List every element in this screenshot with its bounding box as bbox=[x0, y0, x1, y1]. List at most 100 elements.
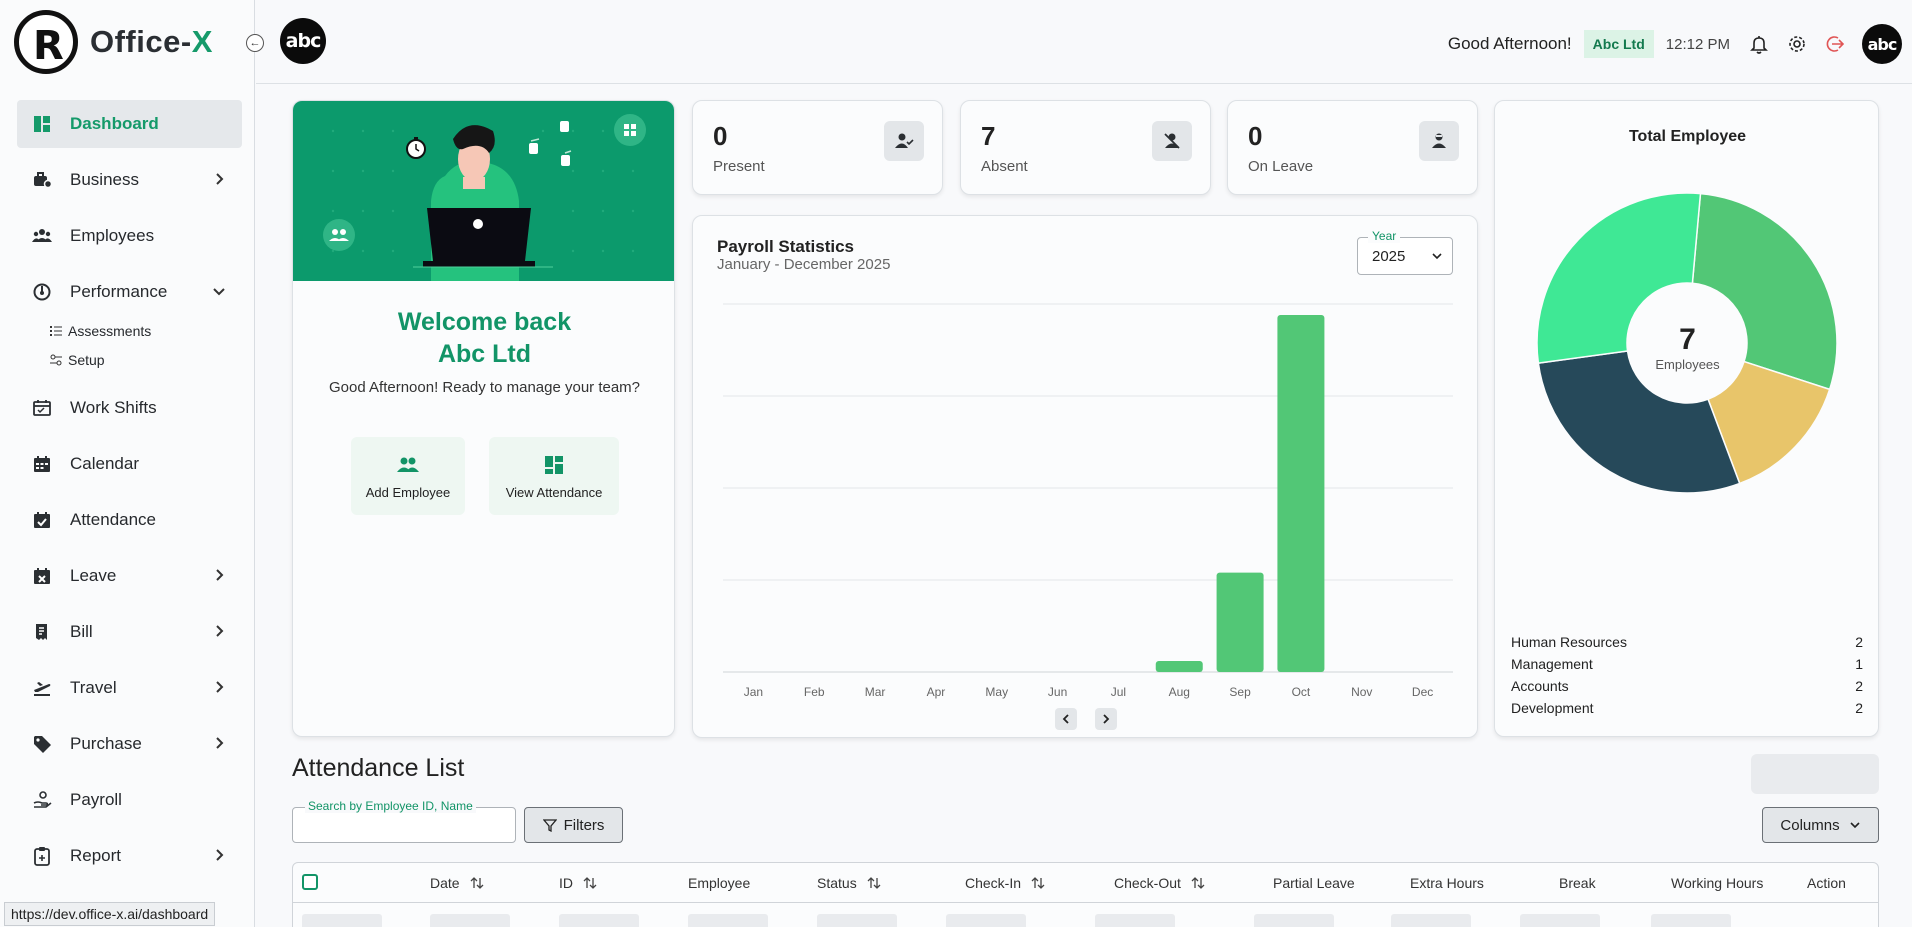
sidebar-item-attendance[interactable]: Attendance bbox=[17, 496, 242, 544]
search-label: Search by Employee ID, Name bbox=[305, 799, 476, 813]
column-header-working-hours[interactable]: Working Hours bbox=[1671, 875, 1763, 891]
sort-icon[interactable] bbox=[470, 876, 484, 890]
x-tick-label: Jul bbox=[1111, 685, 1126, 699]
sidebar-item-dashboard[interactable]: Dashboard bbox=[17, 100, 242, 148]
loading-placeholder bbox=[1391, 914, 1471, 927]
sort-icon[interactable] bbox=[1191, 876, 1205, 890]
sidebar-subitem-setup[interactable]: Setup bbox=[50, 345, 242, 374]
slice-human-resources[interactable] bbox=[1691, 192, 1838, 391]
sidebar-item-payroll[interactable]: Payroll bbox=[17, 776, 242, 824]
briefcase-icon bbox=[32, 170, 52, 190]
column-header-check-in[interactable]: Check-In bbox=[965, 875, 1045, 891]
gear-icon[interactable] bbox=[1786, 33, 1808, 55]
dashboard-icon bbox=[32, 114, 52, 134]
year-select[interactable]: Year 2025 bbox=[1357, 229, 1453, 275]
sidebar-item-employees[interactable]: Employees bbox=[17, 212, 242, 260]
columns-button[interactable]: Columns bbox=[1762, 807, 1879, 843]
filters-button[interactable]: Filters bbox=[524, 807, 623, 843]
sidebar-item-travel[interactable]: Travel bbox=[17, 664, 242, 712]
loading-placeholder bbox=[688, 914, 768, 927]
performance-submenu: Assessments Setup bbox=[17, 316, 242, 374]
column-header-date[interactable]: Date bbox=[430, 875, 484, 891]
sidebar-item-label: Calendar bbox=[70, 454, 139, 473]
company-badge: Abc Ltd bbox=[1583, 30, 1654, 58]
stat-label: Present bbox=[713, 158, 765, 175]
sidebar-item-bill[interactable]: Bill bbox=[17, 608, 242, 656]
brand-logo[interactable]: R Office-X bbox=[14, 10, 213, 74]
payroll-title: Payroll Statistics bbox=[717, 237, 855, 256]
department-legend: Human Resources 2 Management 1 Accounts 2 Deve… bbox=[1511, 631, 1863, 719]
view-attendance-label: View Attendance bbox=[505, 484, 603, 500]
payroll-subtitle: January - December 2025 bbox=[717, 256, 891, 273]
calendar-check-icon bbox=[32, 510, 52, 530]
column-header-partial-leave[interactable]: Partial Leave bbox=[1273, 875, 1355, 891]
sidebar: R Office-X Dashboard Business Employees … bbox=[0, 0, 255, 927]
x-tick-label: Feb bbox=[804, 685, 825, 699]
next-page-button[interactable] bbox=[1095, 708, 1117, 730]
header-label: Date bbox=[430, 875, 460, 891]
slice-accounts[interactable] bbox=[1537, 350, 1741, 494]
add-employee-button[interactable]: Add Employee bbox=[351, 437, 465, 515]
payroll-statistics-card: Payroll Statistics January - December 20… bbox=[692, 215, 1478, 738]
view-attendance-button[interactable]: View Attendance bbox=[489, 437, 619, 515]
sidebar-item-report[interactable]: Report bbox=[17, 832, 242, 880]
sidebar-subitem-assessments[interactable]: Assessments bbox=[50, 316, 242, 345]
plane-icon bbox=[32, 678, 52, 698]
x-tick-label: Sep bbox=[1229, 685, 1251, 699]
sort-icon[interactable] bbox=[867, 876, 881, 890]
bar-sep[interactable] bbox=[1216, 572, 1264, 672]
sidebar-item-label: Leave bbox=[70, 566, 117, 585]
stat-present: 0 Present bbox=[692, 100, 943, 195]
bell-icon[interactable] bbox=[1748, 33, 1770, 55]
brand-mark-icon: R bbox=[14, 10, 78, 74]
avatar[interactable]: abc bbox=[1862, 24, 1902, 64]
header-label: Extra Hours bbox=[1410, 875, 1484, 891]
attendance-table: Date ID Employee Status Check-In Check-O… bbox=[292, 862, 1879, 927]
sidebar-item-purchase[interactable]: Purchase bbox=[17, 720, 242, 768]
bar-oct[interactable] bbox=[1277, 315, 1325, 672]
sidebar-item-business[interactable]: Business bbox=[17, 156, 242, 204]
legend-item: Management 1 bbox=[1511, 653, 1863, 675]
column-header-break[interactable]: Break bbox=[1559, 875, 1596, 891]
column-header-status[interactable]: Status bbox=[817, 875, 881, 891]
sidebar-item-leave[interactable]: Leave bbox=[17, 552, 242, 600]
loading-placeholder bbox=[1095, 914, 1175, 927]
greeting-text: Good Afternoon! bbox=[1447, 34, 1572, 53]
loading-placeholder bbox=[302, 914, 382, 927]
sidebar-item-label: Attendance bbox=[70, 510, 157, 529]
sort-icon[interactable] bbox=[583, 876, 597, 890]
sort-icon[interactable] bbox=[1031, 876, 1045, 890]
legend-item: Accounts 2 bbox=[1511, 675, 1863, 697]
collapse-sidebar-button[interactable]: ← bbox=[246, 34, 264, 52]
search-field[interactable]: Search by Employee ID, Name bbox=[292, 799, 516, 843]
sidebar-item-work-shifts[interactable]: Work Shifts bbox=[17, 384, 242, 432]
sidebar-item-label: Travel bbox=[70, 678, 117, 697]
column-header-extra-hours[interactable]: Extra Hours bbox=[1410, 875, 1484, 891]
dashboard-icon bbox=[545, 455, 563, 474]
slice-management[interactable] bbox=[1707, 360, 1831, 485]
attendance-list-title: Attendance List bbox=[292, 754, 465, 782]
clock-text: 12:12 PM bbox=[1665, 35, 1730, 53]
sidebar-item-calendar[interactable]: Calendar bbox=[17, 440, 242, 488]
total-employee-title: Total Employee bbox=[1628, 128, 1747, 145]
prev-page-button[interactable] bbox=[1055, 708, 1077, 730]
header-label: Break bbox=[1559, 875, 1596, 891]
sidebar-item-label: Work Shifts bbox=[70, 398, 157, 417]
header-label: ID bbox=[559, 875, 573, 891]
slice-development[interactable] bbox=[1536, 192, 1702, 364]
logout-icon[interactable] bbox=[1824, 33, 1846, 55]
x-tick-label: Jan bbox=[744, 685, 763, 699]
select-all-checkbox[interactable] bbox=[302, 874, 318, 890]
column-header-check-out[interactable]: Check-Out bbox=[1114, 875, 1205, 891]
column-header-employee[interactable]: Employee bbox=[688, 875, 750, 891]
column-header-id[interactable]: ID bbox=[559, 875, 597, 891]
chevron-right-icon bbox=[216, 849, 224, 861]
search-input[interactable] bbox=[303, 816, 503, 832]
welcome-subtitle: Good Afternoon! Ready to manage your tea… bbox=[328, 379, 641, 396]
loading-placeholder bbox=[1651, 914, 1731, 927]
sliders-icon bbox=[50, 354, 62, 365]
welcome-title-line2: Abc Ltd bbox=[437, 340, 532, 368]
sidebar-item-performance[interactable]: Performance bbox=[17, 268, 242, 316]
bar-aug[interactable] bbox=[1155, 660, 1203, 672]
company-logo[interactable]: abc bbox=[280, 18, 326, 64]
